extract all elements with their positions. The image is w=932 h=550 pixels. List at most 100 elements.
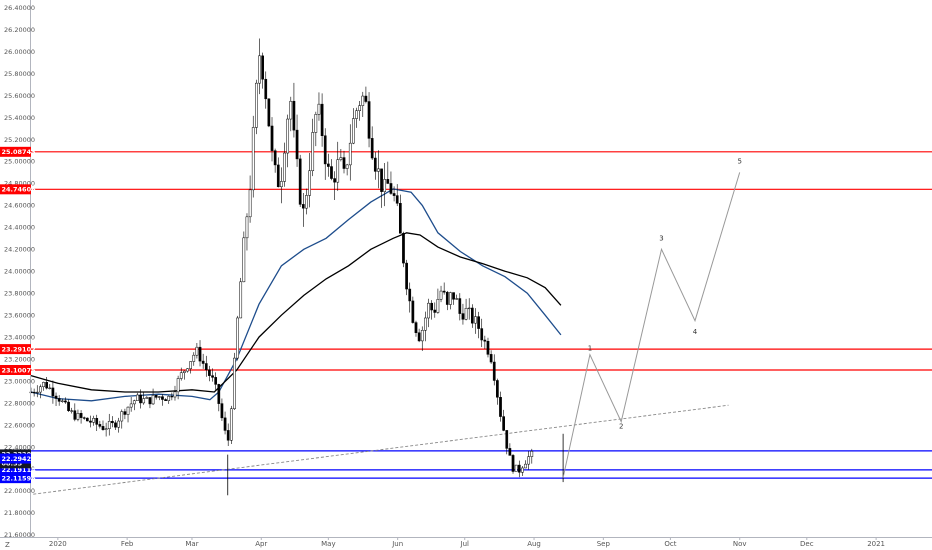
candle bbox=[327, 153, 330, 177]
candle bbox=[32, 388, 36, 397]
candle-body bbox=[76, 413, 80, 420]
candle bbox=[145, 396, 149, 399]
candle-body bbox=[361, 95, 365, 106]
candle bbox=[64, 397, 67, 404]
candle bbox=[317, 92, 321, 121]
candle-body bbox=[420, 329, 424, 342]
candle bbox=[276, 157, 280, 188]
candle-body bbox=[267, 98, 271, 127]
candle-body bbox=[373, 157, 377, 172]
candle-body bbox=[217, 384, 221, 404]
candle-body bbox=[242, 237, 246, 283]
candle-body bbox=[289, 100, 293, 120]
candle bbox=[402, 231, 405, 268]
candle-body bbox=[233, 357, 236, 410]
candle bbox=[367, 92, 371, 148]
candle-body bbox=[167, 395, 171, 401]
candle bbox=[39, 384, 42, 399]
candle bbox=[477, 311, 480, 339]
candle bbox=[514, 464, 518, 472]
candle bbox=[211, 368, 214, 382]
candle bbox=[114, 420, 117, 431]
candle bbox=[176, 375, 180, 400]
candle bbox=[189, 361, 192, 374]
candle bbox=[358, 100, 362, 121]
candle-body bbox=[439, 290, 443, 300]
candle bbox=[45, 376, 49, 390]
candle bbox=[54, 392, 58, 406]
candle bbox=[35, 385, 39, 398]
candle bbox=[73, 403, 77, 422]
candle bbox=[445, 290, 449, 311]
candle-body bbox=[455, 298, 459, 300]
candle-body bbox=[449, 292, 452, 305]
candle-body bbox=[73, 410, 77, 420]
wave-label: 4 bbox=[693, 328, 698, 336]
moving-average-line[interactable] bbox=[30, 188, 562, 402]
candle-body bbox=[183, 370, 186, 373]
price-tags-layer: 25.08743 24.74606 23.29102 23.10075 22.19114… bbox=[0, 146, 36, 484]
candle bbox=[60, 398, 64, 403]
candle bbox=[405, 259, 408, 296]
candle bbox=[242, 231, 246, 283]
candle bbox=[267, 98, 271, 128]
candle bbox=[48, 384, 52, 390]
x-tick-label: Apr bbox=[255, 540, 267, 548]
candle bbox=[380, 168, 383, 208]
candle-body bbox=[92, 418, 95, 423]
candle bbox=[323, 128, 327, 180]
candle bbox=[192, 352, 196, 366]
candle bbox=[201, 353, 205, 369]
candle bbox=[161, 394, 164, 406]
y-tick-label: 25.20000 bbox=[4, 136, 35, 144]
dashed-trendline[interactable] bbox=[33, 404, 729, 495]
candle bbox=[280, 167, 283, 204]
candle bbox=[132, 399, 136, 411]
candle-body bbox=[508, 448, 512, 456]
candle bbox=[474, 308, 477, 334]
candle-body bbox=[521, 467, 524, 473]
candle bbox=[470, 304, 474, 328]
candle-body bbox=[480, 328, 484, 341]
candle-body bbox=[139, 394, 142, 404]
candle bbox=[129, 396, 133, 412]
y-tick-label: 25.60000 bbox=[4, 92, 35, 100]
candle bbox=[214, 372, 218, 391]
candle bbox=[270, 117, 274, 162]
candle bbox=[414, 320, 418, 337]
candle bbox=[251, 115, 255, 198]
candle bbox=[348, 124, 352, 181]
candle-body bbox=[189, 361, 192, 369]
candle-body bbox=[492, 361, 496, 381]
candle-body bbox=[342, 157, 346, 169]
level-price-tag-label: 25.08743 bbox=[2, 148, 36, 156]
candle-body bbox=[511, 455, 515, 472]
candle-body bbox=[111, 420, 114, 424]
y-tick-label: 22.60000 bbox=[4, 421, 35, 429]
candle-body bbox=[445, 291, 449, 305]
candle bbox=[245, 213, 249, 251]
candle bbox=[154, 394, 158, 400]
y-tick-label: 26.20000 bbox=[4, 26, 35, 34]
price-tag bbox=[0, 453, 31, 464]
candle-body bbox=[173, 391, 177, 398]
candle bbox=[464, 298, 468, 321]
wave-projection-path[interactable] bbox=[562, 172, 741, 478]
candle bbox=[377, 150, 380, 189]
candle-body bbox=[314, 114, 318, 133]
y-tick-label: 21.80000 bbox=[4, 509, 35, 517]
trendline-layer bbox=[33, 404, 729, 495]
candle-body bbox=[35, 391, 39, 394]
candle-body bbox=[464, 307, 468, 320]
candle bbox=[389, 171, 393, 195]
candle bbox=[142, 391, 146, 405]
candle bbox=[370, 126, 374, 160]
candle bbox=[70, 407, 74, 414]
candle-body bbox=[226, 430, 230, 441]
x-tick-label: Sep bbox=[597, 540, 611, 548]
candle-body bbox=[477, 316, 480, 329]
y-tick-label: 23.40000 bbox=[4, 333, 35, 341]
y-tick-label: 24.80000 bbox=[4, 180, 35, 188]
